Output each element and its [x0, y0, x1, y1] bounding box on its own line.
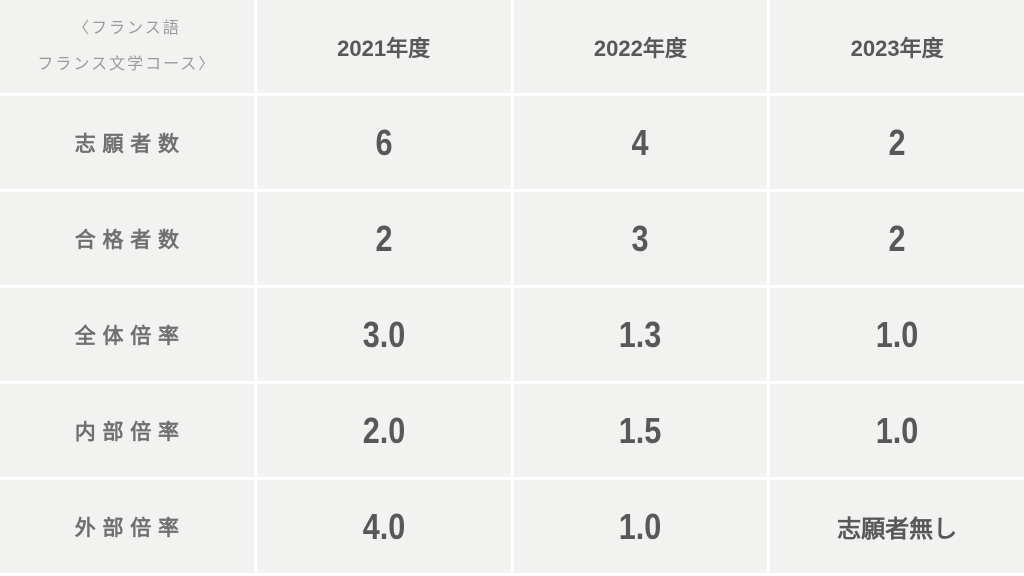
- row-label-overall-ratio: 全体倍率: [0, 288, 254, 381]
- cell-internal-ratio-2022: 1.5: [513, 384, 768, 477]
- cell-external-ratio-2023: 志願者無し: [770, 480, 1024, 573]
- cell-external-ratio-2022: 1.0: [513, 480, 768, 573]
- column-header-2023: 2023年度: [770, 0, 1024, 93]
- column-header-2022: 2022年度: [513, 0, 768, 93]
- cell-overall-ratio-2022: 1.3: [513, 288, 768, 381]
- cell-applicants-2023: 2: [770, 96, 1024, 189]
- cell-accepted-2021: 2: [256, 192, 511, 285]
- cell-accepted-2022: 3: [513, 192, 768, 285]
- table-title: 〈フランス語 フランス文学コース〉: [0, 0, 254, 93]
- table-title-line1: 〈フランス語: [73, 19, 181, 37]
- column-header-2021: 2021年度: [256, 0, 511, 93]
- cell-applicants-2021: 6: [256, 96, 511, 189]
- row-label-applicants: 志願者数: [0, 96, 254, 189]
- table-title-line2: フランス文学コース〉: [37, 55, 217, 73]
- cell-external-ratio-2021: 4.0: [256, 480, 511, 573]
- cell-accepted-2023: 2: [770, 192, 1024, 285]
- cell-internal-ratio-2023: 1.0: [770, 384, 1024, 477]
- cell-applicants-2022: 4: [513, 96, 768, 189]
- cell-internal-ratio-2021: 2.0: [256, 384, 511, 477]
- row-label-accepted: 合格者数: [0, 192, 254, 285]
- cell-overall-ratio-2023: 1.0: [770, 288, 1024, 381]
- cell-overall-ratio-2021: 3.0: [256, 288, 511, 381]
- row-label-internal-ratio: 内部倍率: [0, 384, 254, 477]
- row-label-external-ratio: 外部倍率: [0, 480, 254, 573]
